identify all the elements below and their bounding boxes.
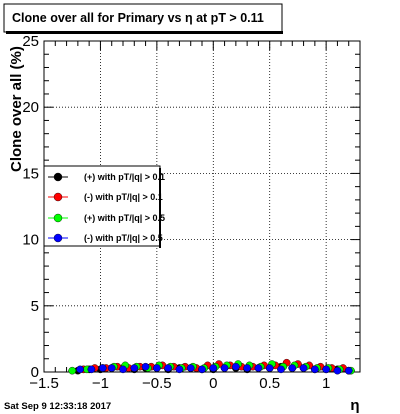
y-tick-label: 10 xyxy=(22,232,39,249)
data-point xyxy=(322,365,330,374)
y-axis-label: Clone over all (%) xyxy=(8,46,25,172)
x-tick-label: −1.5 xyxy=(29,375,59,392)
data-point xyxy=(164,364,172,372)
data-point xyxy=(141,362,150,371)
series-3 xyxy=(76,362,353,375)
legend-marker xyxy=(53,192,63,202)
data-point xyxy=(87,365,96,374)
data-point xyxy=(119,365,127,374)
x-tick-label: −0.5 xyxy=(142,375,172,392)
y-tick-label: 5 xyxy=(31,298,39,315)
legend-entry-label: (-) with pT/|q| > 0.1 xyxy=(84,192,163,202)
data-point xyxy=(98,364,107,372)
legend-marker xyxy=(53,213,63,223)
data-point xyxy=(209,364,218,372)
data-point xyxy=(288,364,297,372)
legend-marker xyxy=(53,172,63,182)
data-point xyxy=(254,364,263,372)
title-box-shadow xyxy=(6,31,283,34)
x-tick-label: −1 xyxy=(92,375,109,392)
x-tick-label: 1 xyxy=(322,375,330,392)
legend-box xyxy=(43,165,161,247)
x-axis-label: η xyxy=(350,397,359,414)
data-point xyxy=(344,366,353,375)
data-point xyxy=(265,364,274,372)
data-point xyxy=(277,365,285,374)
data-point xyxy=(175,365,184,374)
y-tick-label: 15 xyxy=(22,165,39,182)
title-box xyxy=(3,3,283,33)
y-tick-label: 20 xyxy=(22,99,39,116)
x-tick-label: 0.5 xyxy=(259,375,280,392)
legend-box-shadow xyxy=(159,168,161,248)
data-point xyxy=(198,365,206,374)
legend-marker xyxy=(53,233,63,243)
data-point xyxy=(311,365,319,374)
data-point xyxy=(68,366,77,375)
data-markers xyxy=(68,358,355,375)
legend-entry-label: (+) with pT/|q| > 0.1 xyxy=(84,172,165,182)
data-point xyxy=(186,364,195,372)
data-point xyxy=(299,364,308,372)
legend-entry-label: (+) with pT/|q| > 0.5 xyxy=(84,213,165,223)
x-tick-label: 0 xyxy=(209,375,217,392)
data-point xyxy=(333,366,342,375)
timestamp: Sat Sep 9 12:33:18 2017 xyxy=(4,401,111,412)
chart-title: Clone over all for Primary vs η at pT > … xyxy=(12,11,264,25)
data-point xyxy=(243,364,251,372)
data-point xyxy=(130,364,139,372)
data-point xyxy=(220,364,229,372)
data-point xyxy=(153,364,161,372)
y-tick-label: 25 xyxy=(22,33,39,50)
legend: (+) with pT/|q| > 0.1 (-) with pT/|q| > 0… xyxy=(43,165,165,248)
data-point xyxy=(232,362,240,371)
data-point xyxy=(107,364,116,372)
data-point xyxy=(76,365,84,374)
legend-entry-label: (-) with pT/|q| > 0.5 xyxy=(84,233,163,243)
y-tick-label: 0 xyxy=(31,364,39,381)
